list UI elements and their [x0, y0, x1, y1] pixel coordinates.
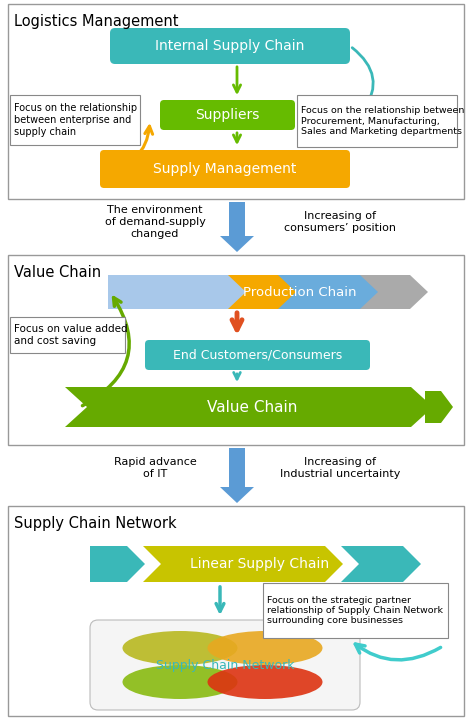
Text: Logistics Management: Logistics Management [14, 14, 179, 29]
Text: Focus on the relationship between
Procurement, Manufacturing,
Sales and Marketin: Focus on the relationship between Procur… [301, 106, 465, 136]
Polygon shape [341, 546, 421, 582]
FancyBboxPatch shape [145, 340, 370, 370]
Polygon shape [65, 387, 433, 427]
Text: Supply Chain Network: Supply Chain Network [14, 516, 177, 531]
Polygon shape [143, 546, 343, 582]
Polygon shape [228, 275, 308, 309]
Ellipse shape [208, 665, 322, 699]
Text: Internal Supply Chain: Internal Supply Chain [155, 39, 305, 53]
FancyBboxPatch shape [10, 317, 125, 353]
Ellipse shape [208, 631, 322, 665]
Polygon shape [348, 275, 428, 309]
Text: Supply Chain Network: Supply Chain Network [156, 659, 294, 671]
Polygon shape [278, 275, 378, 309]
Text: Focus on the strategic partner
relationship of Supply Chain Network
surrounding : Focus on the strategic partner relations… [267, 596, 443, 626]
Polygon shape [220, 236, 254, 252]
Text: End Customers/Consumers: End Customers/Consumers [173, 348, 342, 361]
Polygon shape [220, 487, 254, 503]
Text: Focus on the relationship
between enterprise and
supply chain: Focus on the relationship between enterp… [14, 104, 137, 137]
Text: Focus on value added
and cost saving: Focus on value added and cost saving [14, 324, 128, 346]
FancyArrowPatch shape [82, 298, 129, 405]
FancyBboxPatch shape [8, 506, 464, 716]
FancyBboxPatch shape [100, 150, 350, 188]
FancyBboxPatch shape [10, 95, 140, 145]
Text: Production Chain: Production Chain [243, 285, 357, 298]
FancyArrowPatch shape [352, 48, 373, 110]
Ellipse shape [122, 665, 237, 699]
FancyBboxPatch shape [229, 202, 245, 236]
Polygon shape [425, 391, 453, 423]
Text: Value Chain: Value Chain [14, 265, 101, 280]
FancyBboxPatch shape [110, 28, 350, 64]
Text: Increasing of
consumers’ position: Increasing of consumers’ position [284, 211, 396, 233]
Text: Increasing of
Industrial uncertainty: Increasing of Industrial uncertainty [280, 457, 400, 479]
Text: Value Chain: Value Chain [207, 400, 297, 415]
FancyBboxPatch shape [90, 620, 360, 710]
Text: Rapid advance
of IT: Rapid advance of IT [114, 457, 196, 479]
FancyBboxPatch shape [8, 255, 464, 445]
FancyArrowPatch shape [356, 644, 441, 660]
Text: Linear Supply Chain: Linear Supply Chain [191, 557, 329, 571]
FancyBboxPatch shape [229, 448, 245, 487]
Text: Suppliers: Suppliers [195, 108, 260, 122]
Text: The environment
of demand-supply
changed: The environment of demand-supply changed [105, 206, 205, 239]
Ellipse shape [122, 631, 237, 665]
FancyBboxPatch shape [297, 95, 457, 147]
Polygon shape [108, 275, 263, 309]
FancyBboxPatch shape [8, 4, 464, 199]
Polygon shape [90, 546, 145, 582]
Text: Supply Management: Supply Management [153, 162, 297, 176]
FancyBboxPatch shape [263, 583, 448, 638]
FancyArrowPatch shape [103, 126, 153, 169]
FancyBboxPatch shape [160, 100, 295, 130]
